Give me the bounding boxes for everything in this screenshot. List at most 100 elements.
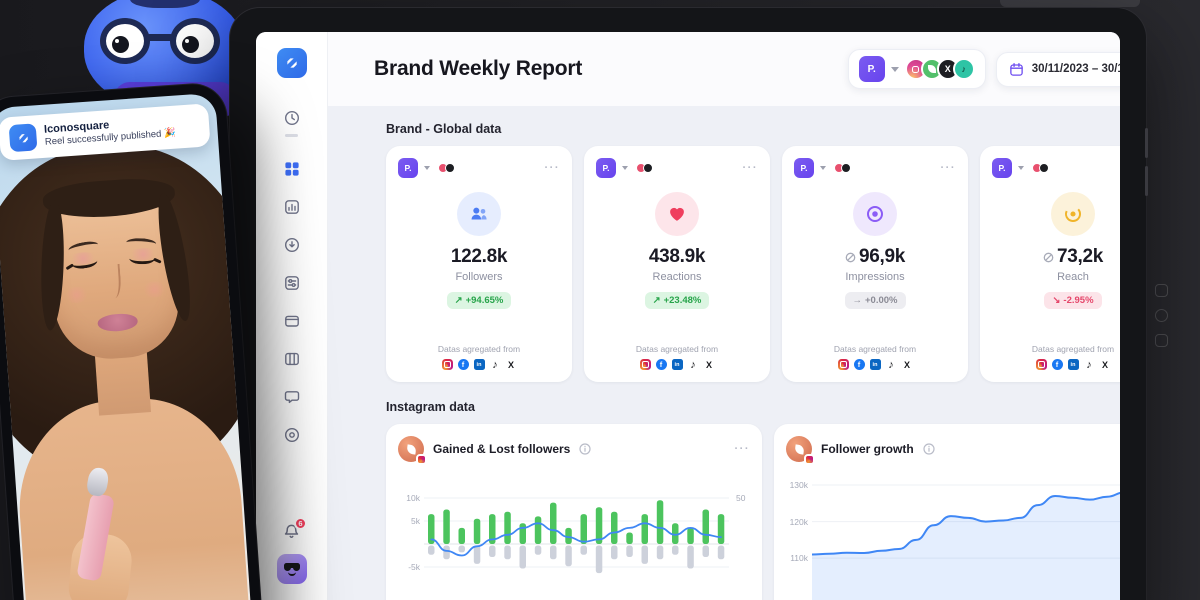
axis-tick-label: 50: [736, 493, 746, 503]
stat-label: Impressions: [845, 271, 905, 283]
instagram-icon: [639, 359, 651, 370]
axis-tick-label: 110k: [790, 553, 808, 564]
network-badges: [1032, 163, 1049, 173]
stat-value: 438.9k: [648, 246, 706, 267]
stat-value: 96,9k: [858, 246, 906, 267]
trend-flat-icon: →: [852, 295, 863, 306]
axis-tick-label: -5k: [408, 562, 420, 572]
tablet-volume-button: [1145, 128, 1148, 158]
instagram-account-avatar[interactable]: [398, 436, 427, 465]
delta-badge: ↗ +94.65%: [446, 292, 512, 309]
brand-logo[interactable]: P.: [992, 158, 1012, 178]
chart-y-axis: 10k 5k -5k: [398, 474, 424, 600]
background-decoration: [1155, 284, 1168, 297]
date-range-label: 30/11/2023 – 30/12/2023: [1031, 63, 1120, 75]
sidebar-item-settings[interactable]: [284, 275, 300, 291]
collapse-handle[interactable]: [285, 134, 298, 137]
brand-selector[interactable]: P. X ♪: [847, 49, 986, 89]
chart-card-gained-lost: Gained & Lost followers 10k 5k -5k: [386, 424, 762, 600]
linkedin-icon: in: [1067, 359, 1079, 370]
instagram-account-avatar[interactable]: [786, 436, 815, 465]
push-notification[interactable]: Iconosquare Reel successfully published …: [0, 103, 211, 161]
gained-lost-bar-chart: [424, 497, 729, 574]
sidebar-item-comments[interactable]: [284, 389, 300, 405]
tiktok-icon: ♪: [690, 358, 696, 371]
follower-growth-area-chart: [811, 484, 1120, 600]
chevron-down-icon: [890, 66, 899, 72]
source-network-icons: f in ♪ X: [596, 358, 758, 371]
sidebar-item-analytics[interactable]: [284, 199, 300, 215]
delta-badge: → +0.00%: [844, 292, 906, 309]
facebook-icon: f: [1051, 359, 1063, 370]
user-avatar[interactable]: [276, 554, 307, 584]
area-chart-plot: [811, 474, 1120, 600]
info-icon[interactable]: [579, 443, 591, 455]
axis-tick-label: 10k: [406, 493, 420, 503]
stat-cards-row: P.: [386, 146, 1120, 382]
more-menu-icon[interactable]: [941, 163, 957, 174]
calendar-icon: [1009, 62, 1023, 76]
brand-logo: P.: [858, 56, 885, 82]
source-note: Datas agregated from: [1031, 344, 1115, 354]
instagram-icon: [441, 359, 453, 370]
phone-device: Iconosquare Reel successfully published …: [0, 82, 264, 600]
brand-logo[interactable]: P.: [398, 158, 418, 178]
trend-up-icon: ↗: [652, 295, 661, 306]
axis-tick-label: 130k: [789, 479, 808, 490]
facebook-icon: f: [457, 359, 469, 370]
iconosquare-logo: [8, 123, 38, 153]
iconosquare-logo[interactable]: [276, 48, 307, 78]
sidebar-item-dashboard[interactable]: [284, 161, 300, 177]
trend-up-icon: ↗: [454, 295, 463, 306]
face: [39, 175, 197, 363]
sidebar-item-billing[interactable]: [284, 313, 300, 329]
chart-cards-row: Gained & Lost followers 10k 5k -5k: [386, 424, 1120, 600]
background-decoration: [1155, 309, 1168, 322]
delta-value: +23.48%: [663, 295, 702, 306]
chevron-down-icon: [1018, 166, 1024, 170]
page-title: Brand Weekly Report: [374, 57, 583, 80]
info-icon[interactable]: [923, 443, 935, 455]
more-menu-icon[interactable]: [545, 163, 561, 174]
brand-logo[interactable]: P.: [794, 158, 814, 178]
delta-value: +94.65%: [465, 295, 504, 306]
delta-badge: ↗ +23.48%: [644, 292, 710, 309]
instagram-icon: [1035, 359, 1047, 370]
delta-value: +0.00%: [865, 295, 898, 306]
notification-count-badge: 6: [294, 517, 307, 530]
sidebar-item-downloads[interactable]: [284, 237, 300, 253]
history-icon[interactable]: [284, 110, 300, 126]
stat-value: 122.8k: [450, 246, 508, 267]
more-menu-icon[interactable]: [743, 163, 759, 174]
followers-icon: [457, 192, 501, 236]
x-icon: X: [705, 359, 712, 370]
notifications-bell[interactable]: 6: [283, 517, 307, 540]
sidebar: 6: [256, 32, 328, 600]
brand-leaf-icon: [405, 443, 417, 455]
phone-screen: Iconosquare Reel successfully published …: [0, 92, 253, 600]
linkedin-icon: in: [869, 359, 881, 370]
more-menu-icon[interactable]: [735, 444, 751, 455]
chart-title: Follower growth: [821, 442, 914, 456]
avatar-smile-icon: [287, 572, 296, 576]
network-badges: [438, 163, 455, 173]
sidebar-item-network[interactable]: [284, 427, 300, 443]
sidebar-item-layout[interactable]: [284, 351, 300, 367]
x-icon: X: [903, 359, 910, 370]
linkedin-icon: in: [671, 359, 683, 370]
brand-logo[interactable]: P.: [596, 158, 616, 178]
chevron-down-icon: [424, 166, 430, 170]
iconosquare-mark-icon: [286, 58, 297, 68]
brand-network-icons: X ♪: [904, 58, 975, 80]
linkedin-icon: in: [473, 359, 485, 370]
tiktok-icon: ♪: [1086, 358, 1092, 371]
stat-card-followers: P.: [386, 146, 572, 382]
source-note: Datas agregated from: [437, 344, 521, 354]
chart-card-follower-growth: Follower growth 130k 120k 110k: [774, 424, 1120, 600]
stat-value: 73,2k: [1056, 246, 1104, 267]
date-range-picker[interactable]: 30/11/2023 – 30/12/2023: [995, 51, 1120, 87]
source-network-icons: f in ♪ X: [398, 359, 560, 371]
estimated-data-icon: [845, 252, 856, 262]
tablet-volume-button: [1145, 166, 1148, 196]
